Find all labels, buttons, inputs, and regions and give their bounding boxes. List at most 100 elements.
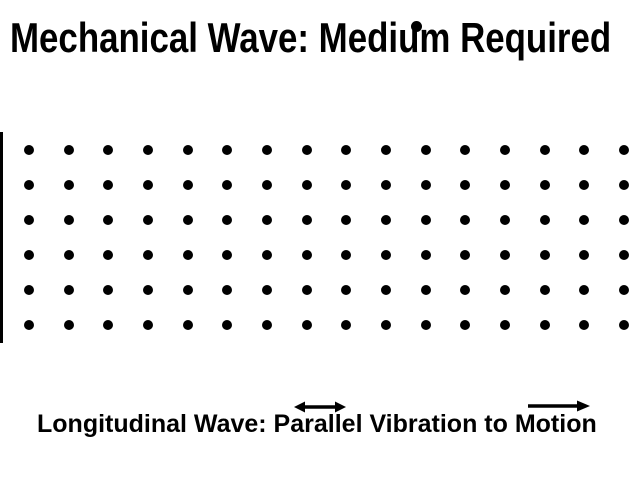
medium-particle	[381, 180, 392, 190]
medium-particle	[143, 215, 153, 225]
medium-particle	[539, 215, 550, 225]
medium-particle	[222, 320, 233, 330]
medium-particle	[579, 285, 590, 295]
medium-particle	[182, 320, 193, 330]
medium-particle	[460, 180, 471, 190]
medium-particle	[301, 180, 312, 190]
medium-particle	[182, 285, 193, 295]
medium-particle	[500, 285, 511, 295]
medium-particle	[63, 180, 74, 190]
medium-particle	[222, 145, 233, 155]
medium-particle	[143, 180, 153, 190]
medium-particle	[103, 250, 114, 260]
medium-particle	[24, 320, 34, 330]
medium-particle	[301, 145, 312, 155]
medium-particle	[301, 215, 312, 225]
medium-particle	[143, 285, 153, 295]
medium-particle	[182, 215, 193, 225]
medium-particle	[619, 180, 630, 190]
medium-particle	[619, 145, 630, 155]
medium-particle	[500, 215, 511, 225]
medium-particle	[143, 145, 153, 155]
medium-particle	[341, 180, 352, 190]
medium-particle	[222, 215, 233, 225]
medium-particle	[381, 250, 392, 260]
medium-particle	[222, 250, 233, 260]
medium-particle	[500, 320, 511, 330]
medium-particle	[579, 320, 590, 330]
medium-particle	[539, 180, 550, 190]
title-particle-dot	[410, 20, 422, 32]
vibration-double-arrow-icon	[294, 401, 346, 413]
medium-particle	[262, 215, 273, 225]
medium-particle	[262, 320, 273, 330]
medium-particle	[63, 285, 74, 295]
medium-particle	[381, 320, 392, 330]
medium-particle	[301, 320, 312, 330]
medium-particle	[579, 180, 590, 190]
medium-particle	[500, 250, 511, 260]
medium-particle	[24, 180, 34, 190]
medium-particle	[420, 215, 431, 225]
medium-particle	[182, 250, 193, 260]
medium-particle	[539, 145, 550, 155]
medium-particle	[341, 145, 352, 155]
medium-particle	[262, 250, 273, 260]
medium-particle	[579, 250, 590, 260]
medium-particle	[63, 145, 74, 155]
medium-particle	[262, 180, 273, 190]
medium-particle	[579, 215, 590, 225]
medium-particle	[24, 250, 34, 260]
medium-particle	[103, 215, 114, 225]
medium-particle	[222, 180, 233, 190]
medium-particle	[301, 285, 312, 295]
medium-particle	[103, 145, 114, 155]
medium-particle	[381, 145, 392, 155]
medium-particle	[579, 145, 590, 155]
left-wall	[0, 132, 3, 343]
medium-particle	[420, 285, 431, 295]
medium-particle	[301, 250, 312, 260]
medium-particle	[619, 250, 630, 260]
medium-particle	[420, 145, 431, 155]
medium-particle	[262, 145, 273, 155]
medium-particle	[341, 215, 352, 225]
caption: Longitudinal Wave: Parallel Vibration to…	[37, 410, 597, 438]
medium-particle	[182, 180, 193, 190]
medium-particle	[539, 285, 550, 295]
medium-particle	[143, 320, 153, 330]
medium-particle	[63, 250, 74, 260]
medium-particle	[619, 320, 630, 330]
medium-particle	[262, 285, 273, 295]
medium-particle	[103, 285, 114, 295]
medium-particle	[24, 215, 34, 225]
medium-particle	[460, 320, 471, 330]
medium-particle	[460, 215, 471, 225]
medium-particle	[222, 285, 233, 295]
medium-particle	[500, 145, 511, 155]
medium-particle	[619, 215, 630, 225]
medium-particle	[341, 285, 352, 295]
medium-particle	[182, 145, 193, 155]
page-title: Mechanical Wave: Medium Required	[10, 14, 612, 61]
medium-particle	[63, 320, 74, 330]
medium-particle	[143, 250, 153, 260]
medium-particle	[420, 320, 431, 330]
medium-particle	[460, 250, 471, 260]
medium-particle	[381, 215, 392, 225]
motion-right-arrow-icon	[528, 400, 590, 412]
medium-particle	[341, 250, 352, 260]
medium-particle	[460, 285, 471, 295]
medium-particle	[420, 180, 431, 190]
medium-particle	[24, 285, 34, 295]
medium-particle	[420, 250, 431, 260]
medium-particle	[381, 285, 392, 295]
medium-particle	[103, 320, 114, 330]
medium-particle	[63, 215, 74, 225]
medium-particle	[500, 180, 511, 190]
medium-particle	[341, 320, 352, 330]
medium-particle	[460, 145, 471, 155]
medium-particle	[103, 180, 114, 190]
medium-particle	[619, 285, 630, 295]
